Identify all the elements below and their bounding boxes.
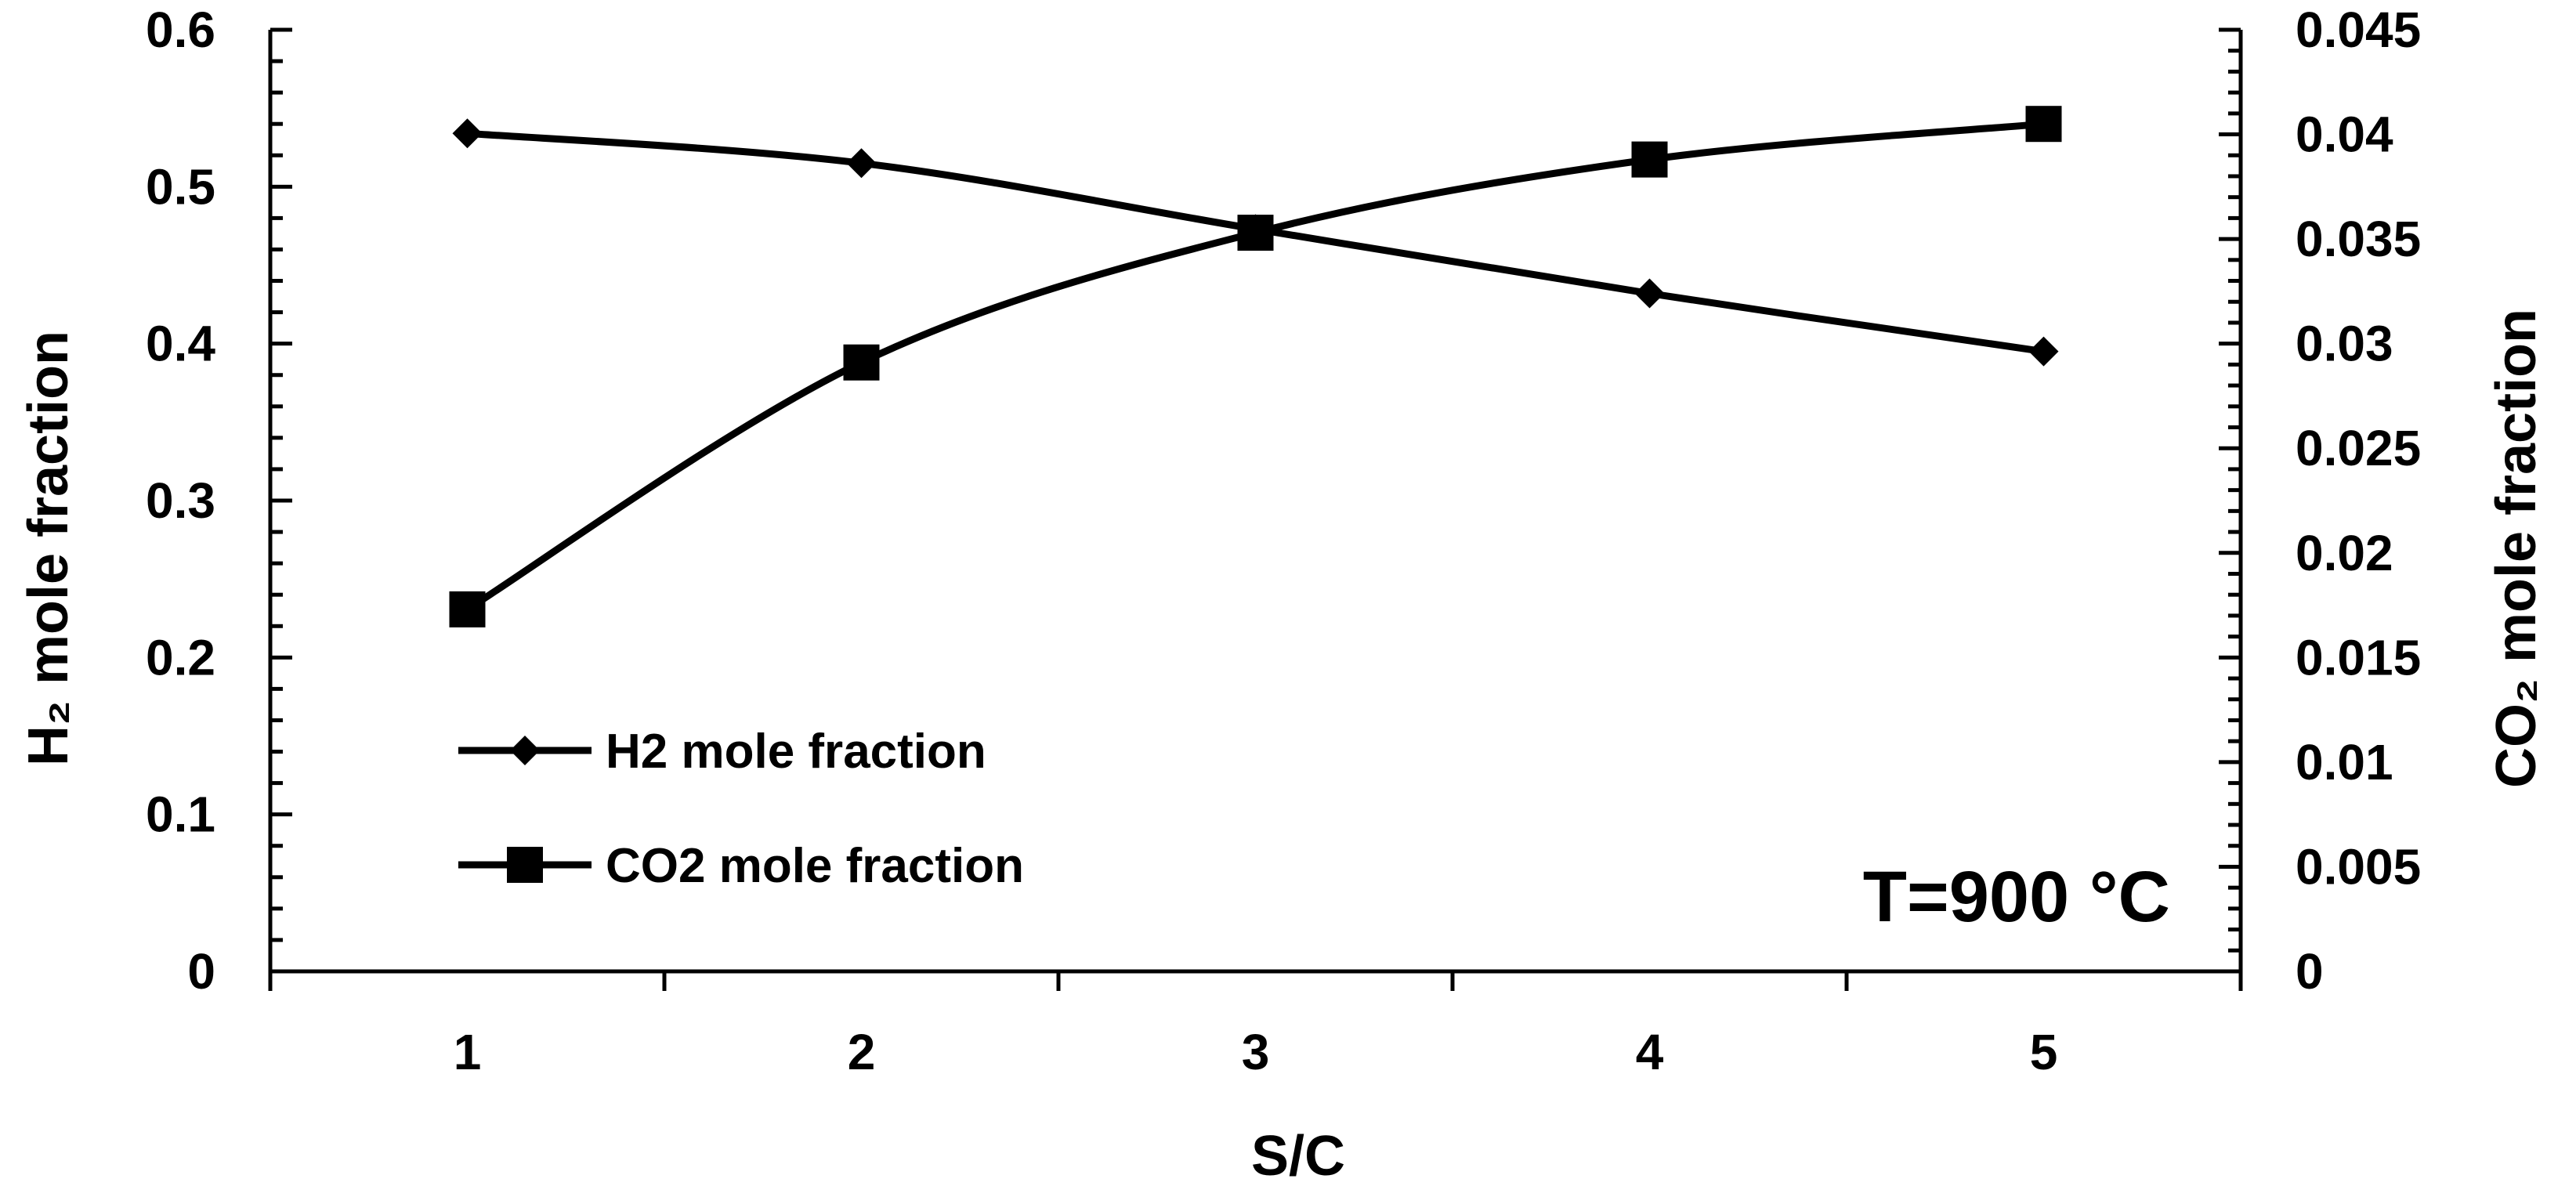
y-left-tick-label: 0.4 (146, 316, 215, 372)
y-right-tick-label: 0.02 (2296, 525, 2393, 581)
y-left-tick-label: 0 (187, 943, 215, 1000)
tick-labels: 1 2 3 4 5 0 0.1 0.2 0.3 0.4 0.5 0.6 0 0.005 0.01 0.015 0… (146, 2, 2421, 1080)
y-right-tick-label: 0.01 (2296, 734, 2393, 790)
y-right-tick-label: 0.025 (2296, 420, 2421, 476)
x-tick-label: 1 (454, 1024, 482, 1080)
y-right-tick-label: 0.035 (2296, 211, 2421, 267)
co2-data-point (2025, 106, 2062, 143)
co2-data-point (843, 344, 880, 381)
h2-legend-marker (510, 736, 540, 765)
tick-marks (268, 27, 2243, 991)
y-right-tick-label: 0.04 (2296, 107, 2393, 163)
y-right-tick-label: 0.03 (2296, 316, 2393, 372)
co2-legend-label: CO2 mole fraction (606, 839, 1024, 893)
h2-data-point (452, 118, 483, 149)
x-tick-label: 3 (1242, 1024, 1270, 1080)
y-right-tick-label: 0 (2296, 943, 2324, 1000)
y-left-tick-label: 0.5 (146, 158, 215, 215)
series-markers (449, 106, 2062, 627)
h2-data-point (846, 148, 877, 179)
y-axis-title-right: CO₂ mole fraction (2485, 309, 2548, 788)
y-left-tick-label: 0.1 (146, 786, 215, 843)
y-left-tick-label: 0.6 (146, 2, 215, 58)
axes (268, 30, 2243, 974)
x-tick-label: 2 (848, 1024, 876, 1080)
x-axis-title: S/C (1251, 1125, 1345, 1186)
x-tick-label: 4 (1636, 1024, 1664, 1080)
co2-data-point (1237, 215, 1274, 251)
co2-legend-marker (507, 847, 543, 883)
h2-data-point (1634, 278, 1665, 309)
legend: H2 mole fraction CO2 mole fraction (458, 725, 1024, 893)
h2-legend-label: H2 mole fraction (606, 725, 986, 779)
y-right-tick-label: 0.005 (2296, 838, 2421, 895)
series-lines (465, 120, 2045, 613)
y-axis-title-left: H₂ mole fraction (17, 331, 80, 766)
co2-data-point (449, 591, 486, 627)
y-right-tick-label: 0.015 (2296, 629, 2421, 685)
y-left-tick-label: 0.2 (146, 629, 215, 685)
co2-series-line (465, 120, 2044, 613)
h2-data-point (2028, 336, 2059, 367)
y-right-tick-label: 0.045 (2296, 2, 2421, 58)
x-tick-label: 5 (2030, 1024, 2058, 1080)
y-left-tick-label: 0.3 (146, 472, 215, 529)
co2-data-point (1631, 141, 1668, 178)
temperature-annotation: T=900 °C (1863, 857, 2170, 937)
